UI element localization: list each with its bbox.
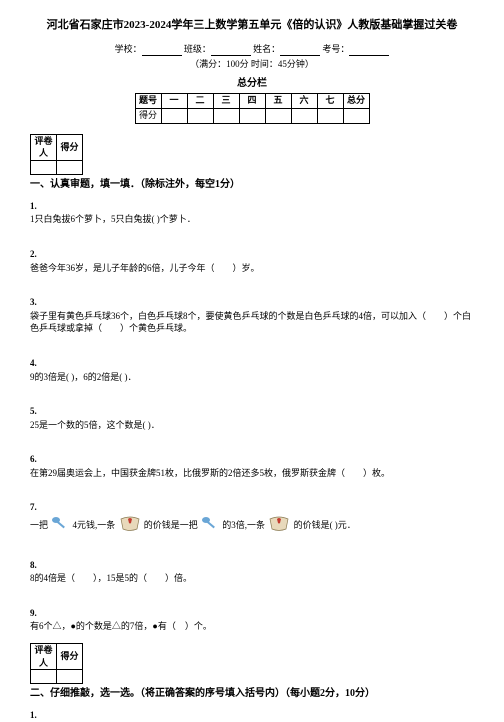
q4-text: 9的3倍是( )，6的2倍是( )． <box>30 372 137 382</box>
q2-text: 爸爸今年36岁，是儿子年龄的6倍，儿子今年（ ）岁。 <box>30 263 260 273</box>
q5-text: 25是一个数的5倍，这个数是( )． <box>30 420 160 430</box>
q4-num: 4. <box>30 357 474 370</box>
question-6: 6. 在第29届奥运会上，中国获金牌51枚，比俄罗斯的2倍还多5枚，俄罗斯获金牌… <box>30 453 474 479</box>
roll-icon <box>268 515 290 537</box>
q7-num: 7. <box>30 501 474 514</box>
grader2-cell-0[interactable] <box>31 670 57 684</box>
fullscore-line: （满分：100分 时间：45分钟） <box>30 58 474 71</box>
score-cell-5[interactable] <box>265 108 291 123</box>
score-h-6: 六 <box>291 93 317 108</box>
meta-line-1: 学校： 班级： 姓名： 考号： <box>30 43 474 56</box>
q7-p3: 的价钱是一把 <box>144 520 198 530</box>
question-3: 3. 袋子里有黄色乒乓球36个，白色乒乓球8个，要使黄色乒乓球的个数是白色乒乓球… <box>30 296 474 335</box>
score-cell-2[interactable] <box>187 108 213 123</box>
q1-text: 1只白兔拔6个萝卜，5只白兔拔( )个萝卜． <box>30 214 196 224</box>
question-1: 1. 1只白兔拔6个萝卜，5只白兔拔( )个萝卜． <box>30 200 474 226</box>
score-cell-4[interactable] <box>239 108 265 123</box>
score-h-3: 三 <box>213 93 239 108</box>
score-h-0: 题号 <box>135 93 161 108</box>
grader-cell-1[interactable] <box>57 160 83 174</box>
score-h-4: 四 <box>239 93 265 108</box>
question-2: 2. 爸爸今年36岁，是儿子年龄的6倍，儿子今年（ ）岁。 <box>30 248 474 274</box>
question-4: 4. 9的3倍是( )，6的2倍是( )． <box>30 357 474 383</box>
score-header-row: 题号 一 二 三 四 五 六 七 总分 <box>135 93 369 108</box>
score-h-1: 一 <box>161 93 187 108</box>
q6-num: 6. <box>30 453 474 466</box>
q5-num: 5. <box>30 405 474 418</box>
q1-num: 1. <box>30 200 474 213</box>
section-1-heading: 一、认真审题，填一填．（除标注外，每空1分） <box>30 178 474 192</box>
score-h-7: 七 <box>317 93 343 108</box>
examno-blank[interactable] <box>349 46 389 56</box>
score-h-8: 总分 <box>343 93 369 108</box>
grader-h-1: 得分 <box>57 134 83 160</box>
score-value-row: 得分 <box>135 108 369 123</box>
school-blank[interactable] <box>142 46 182 56</box>
score-table: 题号 一 二 三 四 五 六 七 总分 得分 <box>135 93 370 124</box>
school-label: 学校： <box>115 44 142 54</box>
q9-num: 9. <box>30 607 474 620</box>
s2q1-num: 1. <box>30 709 474 722</box>
section2-question-1: 1. <box>30 709 474 722</box>
q8-text: 8的4倍是（ ），15是5的（ ）倍。 <box>30 573 192 583</box>
grader2-h-0: 评卷人 <box>31 644 57 670</box>
spoon-icon <box>51 515 69 537</box>
q7-p2: 4元钱,一条 <box>73 520 116 530</box>
q9-text: 有6个△，●的个数是△的7倍，●有（ ）个。 <box>30 621 212 631</box>
q7-p1: 一把 <box>30 520 48 530</box>
page-title: 河北省石家庄市2023-2024学年三上数学第五单元《倍的认识》人教版基础掌握过… <box>30 18 474 33</box>
section-2-heading: 二、仔细推敲，选一选。（将正确答案的序号填入括号内）（每小题2分，10分） <box>30 687 474 701</box>
class-blank[interactable] <box>211 46 251 56</box>
score-cell-3[interactable] <box>213 108 239 123</box>
question-9: 9. 有6个△，●的个数是△的7倍，●有（ ）个。 <box>30 607 474 633</box>
question-5: 5. 25是一个数的5倍，这个数是( )． <box>30 405 474 431</box>
score-cell-total[interactable] <box>343 108 369 123</box>
grader-cell-0[interactable] <box>31 160 57 174</box>
score-h-5: 五 <box>265 93 291 108</box>
q6-text: 在第29届奥运会上，中国获金牌51枚，比俄罗斯的2倍还多5枚，俄罗斯获金牌（ ）… <box>30 468 390 478</box>
grader2-h-1: 得分 <box>57 644 83 670</box>
grader-h-0: 评卷人 <box>31 134 57 160</box>
score-h-2: 二 <box>187 93 213 108</box>
score-cell-1[interactable] <box>161 108 187 123</box>
q2-num: 2. <box>30 248 474 261</box>
score-caption: 总分栏 <box>30 77 474 91</box>
name-label: 姓名： <box>253 44 280 54</box>
name-blank[interactable] <box>280 46 320 56</box>
q3-num: 3. <box>30 296 474 309</box>
q8-num: 8. <box>30 559 474 572</box>
grader-table-2: 评卷人得分 <box>30 643 83 684</box>
score-row-label: 得分 <box>135 108 161 123</box>
question-7: 7. 一把 4元钱,一条 的价钱是一把 的3倍,一条 的价钱是( )元． <box>30 501 474 536</box>
q7-p5: 的价钱是( )元． <box>294 520 356 530</box>
examno-label: 考号： <box>322 44 349 54</box>
spoon-icon <box>201 515 219 537</box>
q7-p4: 的3倍,一条 <box>222 520 265 530</box>
roll-icon <box>119 515 141 537</box>
question-8: 8. 8的4倍是（ ），15是5的（ ）倍。 <box>30 559 474 585</box>
class-label: 班级： <box>184 44 211 54</box>
score-cell-7[interactable] <box>317 108 343 123</box>
q3-text: 袋子里有黄色乒乓球36个，白色乒乓球8个，要使黄色乒乓球的个数是白色乒乓球的4倍… <box>30 311 471 334</box>
grader2-cell-1[interactable] <box>57 670 83 684</box>
score-cell-6[interactable] <box>291 108 317 123</box>
grader-table-1: 评卷人得分 <box>30 134 83 175</box>
